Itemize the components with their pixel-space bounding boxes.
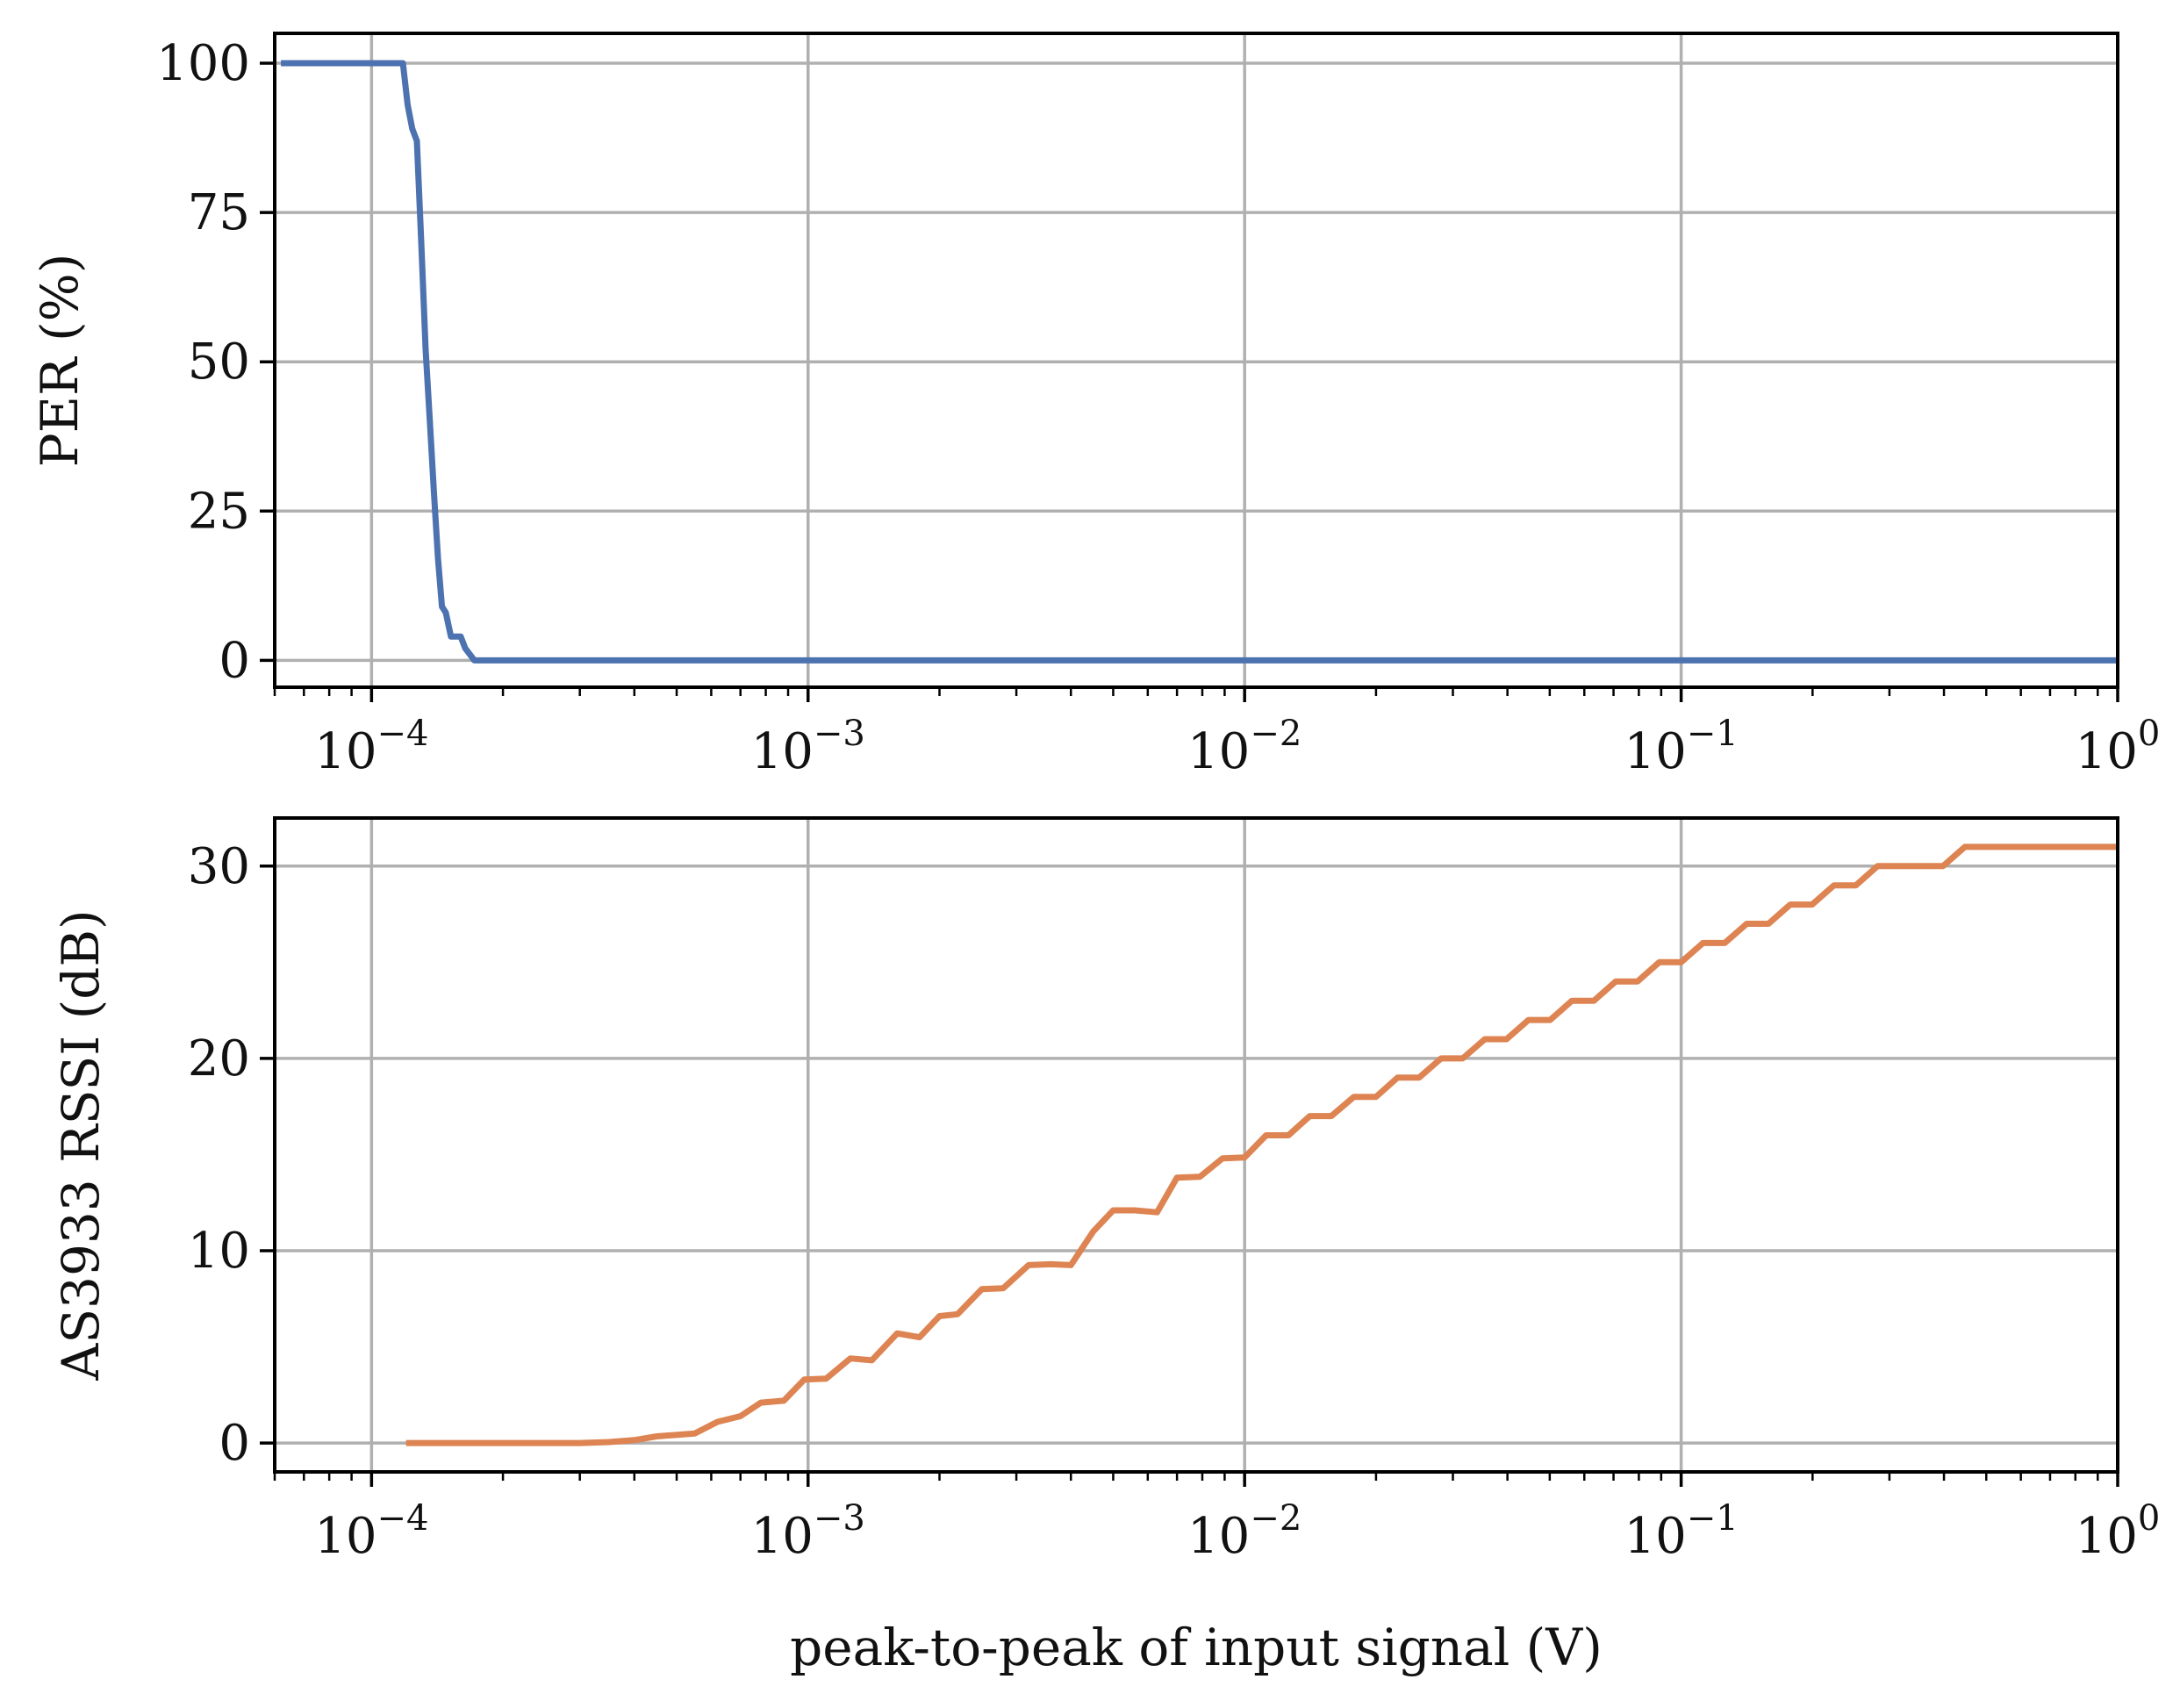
x-tick-exponent: 0	[2138, 714, 2160, 754]
bottom-series-layer	[405, 843, 2118, 1446]
x-tick-base: 10	[751, 723, 814, 780]
x-tick-exponent: −3	[814, 1498, 865, 1539]
top-series-layer	[281, 60, 2118, 664]
x-tick-exponent: −3	[814, 714, 865, 754]
bottom-axes-frame	[273, 816, 2119, 1474]
y-tick-label: 10	[188, 1223, 250, 1280]
x-tick-base: 10	[1624, 723, 1686, 780]
x-tick-exponent: −2	[1250, 714, 1302, 754]
top-grid	[275, 33, 2118, 687]
x-tick-label: 10−2	[1187, 714, 1302, 780]
x-tick-base: 10	[1187, 723, 1250, 780]
x-tick-label: 100	[2076, 1498, 2161, 1565]
x-tick-label: 10−1	[1624, 714, 1738, 780]
x-tick-base: 10	[1187, 1508, 1250, 1565]
x-tick-base: 10	[314, 723, 376, 780]
y-axis-label: AS3933 RSSI (dB)	[51, 909, 111, 1381]
y-tick-label: 0	[219, 1415, 250, 1472]
x-tick-label: 10−1	[1624, 1498, 1738, 1565]
y-tick-label: 75	[188, 184, 250, 241]
x-tick-base: 10	[2076, 1508, 2138, 1565]
series-line-per	[281, 60, 2118, 664]
bottom-grid	[275, 818, 2118, 1472]
y-axis-label: PER (%)	[30, 254, 90, 468]
y-tick-label: 30	[188, 838, 250, 895]
x-tick-label: 10−4	[314, 1498, 428, 1565]
y-tick-label: 50	[188, 334, 250, 391]
x-tick-label: 100	[2076, 714, 2161, 780]
top-ticks	[260, 61, 2119, 702]
y-tick-label: 0	[219, 632, 250, 689]
x-tick-label: 10−2	[1187, 1498, 1302, 1565]
x-tick-exponent: −4	[376, 714, 428, 754]
x-tick-label: 10−3	[751, 714, 865, 780]
x-tick-label: 10−3	[751, 1498, 865, 1565]
y-tick-label: 20	[188, 1030, 250, 1087]
x-tick-exponent: −4	[376, 1498, 428, 1539]
x-axis-label: peak-to-peak of input signal (V)	[790, 1618, 1603, 1677]
x-tick-base: 10	[314, 1508, 376, 1565]
x-tick-label: 10−4	[314, 714, 428, 780]
y-tick-label: 100	[156, 35, 250, 92]
series-line-as3933-rssi	[405, 843, 2118, 1446]
top-axes-frame	[273, 32, 2119, 689]
x-tick-base: 10	[2076, 723, 2138, 780]
x-tick-exponent: −1	[1687, 714, 1739, 754]
x-tick-base: 10	[751, 1508, 814, 1565]
x-tick-exponent: −2	[1250, 1498, 1302, 1539]
x-tick-exponent: −1	[1687, 1498, 1739, 1539]
x-tick-base: 10	[1624, 1508, 1686, 1565]
y-tick-label: 25	[188, 483, 250, 540]
x-tick-exponent: 0	[2138, 1498, 2160, 1539]
